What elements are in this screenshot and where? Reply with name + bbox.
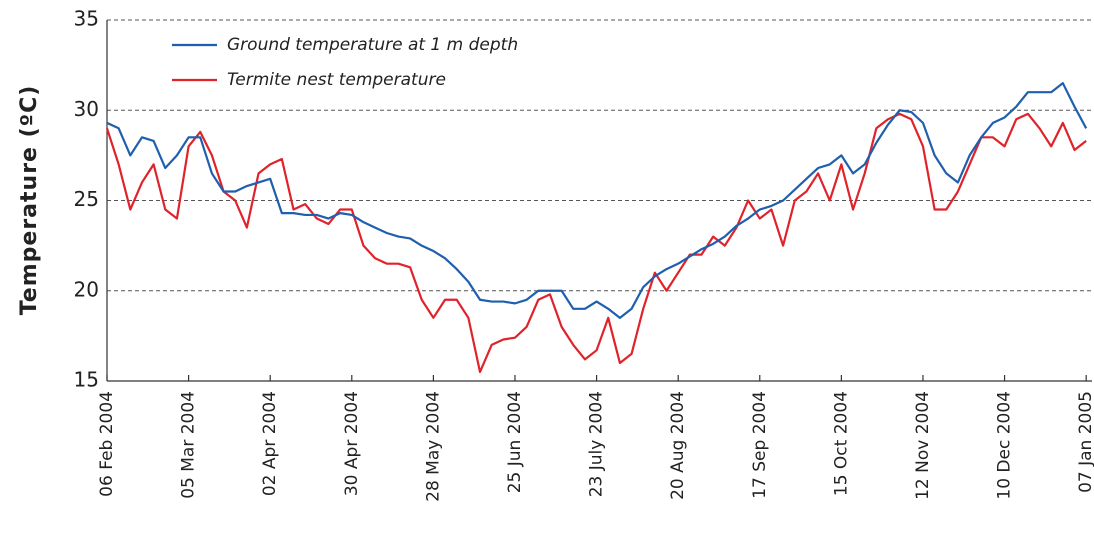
x-tick-label: 02 Apr 2004 [260, 391, 280, 496]
y-axis-label: Temperature (ºC) [17, 85, 42, 316]
legend-label: Ground temperature at 1 m depth [227, 35, 518, 55]
x-tick-label: 12 Nov 2004 [913, 391, 933, 500]
y-tick-label: 30 [74, 97, 99, 121]
x-tick-label: 10 Dec 2004 [995, 391, 1015, 500]
x-tick-label: 20 Aug 2004 [668, 391, 688, 500]
x-tick-label: 17 Sep 2004 [750, 391, 770, 499]
x-tick-label: 28 May 2004 [423, 391, 443, 502]
y-tick-label: 20 [74, 277, 99, 301]
y-tick-label: 15 [74, 368, 99, 392]
y-tick-label: 25 [74, 187, 99, 211]
series-line [105, 112, 1087, 374]
x-tick-label: 06 Feb 2004 [97, 391, 117, 497]
x-tick-label: 07 Jan 2005 [1076, 391, 1094, 493]
legend-label: Termite nest temperature [227, 70, 446, 90]
series-line [106, 82, 1088, 319]
x-tick-label: 25 Jun 2004 [505, 391, 525, 493]
x-tick-label: 30 Apr 2004 [342, 391, 362, 496]
y-tick-label: 35 [74, 7, 99, 31]
x-tick-label: 15 Oct 2004 [831, 391, 851, 496]
x-tick-label: 05 Mar 2004 [179, 391, 199, 499]
x-tick-label: 23 July 2004 [587, 391, 607, 497]
